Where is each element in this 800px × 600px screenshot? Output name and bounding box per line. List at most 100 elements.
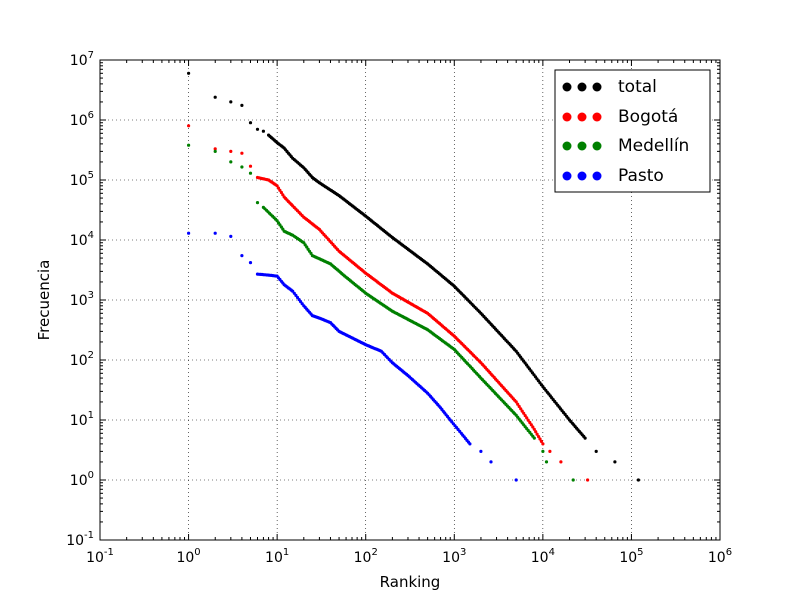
data-point xyxy=(538,437,542,441)
data-point xyxy=(544,460,549,464)
data-point xyxy=(468,442,472,446)
legend-marker xyxy=(592,112,602,122)
x-tick-label: 100 xyxy=(176,547,200,566)
legend-marker xyxy=(577,82,587,92)
data-point xyxy=(532,427,536,431)
legend-marker xyxy=(562,82,572,92)
data-point xyxy=(541,449,545,453)
legend-marker xyxy=(562,112,572,122)
data-point xyxy=(229,149,233,153)
legend-marker xyxy=(577,171,587,181)
data-point xyxy=(213,149,217,153)
data-point xyxy=(248,121,253,125)
data-point xyxy=(248,164,253,168)
data-point xyxy=(261,129,265,133)
x-tick-label: 106 xyxy=(708,547,732,566)
data-point xyxy=(586,478,590,482)
axis-ticks xyxy=(99,59,721,541)
data-point xyxy=(517,404,521,409)
y-axis-label: Frecuencia xyxy=(35,260,53,341)
x-tick-label: 104 xyxy=(531,547,555,566)
data-point xyxy=(535,432,539,436)
data-point xyxy=(240,151,244,155)
data-point xyxy=(583,436,587,440)
data-point xyxy=(255,201,260,205)
series-2 xyxy=(187,143,575,482)
x-tick-label: 10-1 xyxy=(86,547,114,566)
y-tick-label: 107 xyxy=(70,50,94,69)
data-point xyxy=(529,423,533,427)
data-point xyxy=(187,71,191,75)
y-tick-label: 105 xyxy=(70,170,94,189)
y-tick-label: 103 xyxy=(70,290,94,309)
legend-marker xyxy=(562,171,572,181)
data-point xyxy=(248,171,253,175)
data-point xyxy=(187,143,191,147)
data-point xyxy=(275,184,279,188)
data-point xyxy=(523,414,527,418)
legend-marker xyxy=(562,141,572,151)
data-point xyxy=(240,254,244,258)
series-1 xyxy=(187,124,590,482)
legend-markers xyxy=(562,82,602,181)
legend: total Bogotá Medellín Pasto xyxy=(554,69,711,193)
data-point xyxy=(489,460,493,464)
data-point xyxy=(229,234,233,238)
y-tick-label: 100 xyxy=(70,470,94,489)
data-point xyxy=(526,418,530,422)
y-tick-label: 106 xyxy=(70,110,94,129)
data-point xyxy=(187,231,191,235)
x-tick-label: 101 xyxy=(265,547,289,566)
data-point xyxy=(213,231,217,235)
legend-marker xyxy=(592,141,602,151)
data-point xyxy=(522,411,526,415)
data-point xyxy=(229,100,233,104)
series-3 xyxy=(187,231,518,482)
data-point xyxy=(514,400,518,404)
data-point xyxy=(519,407,523,411)
data-point xyxy=(255,127,260,131)
data-point xyxy=(571,478,575,482)
data-point xyxy=(613,460,617,464)
legend-label-medellin: Medellín xyxy=(618,136,689,156)
data-point xyxy=(636,478,641,482)
legend-label-total: total xyxy=(618,77,657,97)
data-point xyxy=(594,449,598,453)
data-point xyxy=(559,460,563,464)
data-point xyxy=(229,160,233,164)
data-point xyxy=(548,449,552,453)
data-point xyxy=(514,478,518,482)
data-point xyxy=(539,439,544,443)
legend-marker xyxy=(577,141,587,151)
legend-marker xyxy=(592,171,602,181)
y-tick-label: 102 xyxy=(70,350,94,369)
legend-label-pasto: Pasto xyxy=(618,166,664,186)
data-point xyxy=(248,261,253,265)
x-tick-label: 102 xyxy=(354,547,378,566)
x-tick-label: 103 xyxy=(442,547,466,566)
data-point xyxy=(541,442,545,446)
data-point xyxy=(525,416,529,420)
data-point xyxy=(537,435,541,439)
legend-marker xyxy=(577,112,587,122)
data-point xyxy=(534,430,538,434)
y-tick-label: 104 xyxy=(70,230,94,249)
data-point xyxy=(187,124,191,128)
data-point xyxy=(516,402,520,406)
data-point xyxy=(279,190,283,195)
y-tick-label: 101 xyxy=(70,410,94,429)
data-point xyxy=(240,165,244,169)
plot-data xyxy=(187,71,641,482)
x-axis-label: Ranking xyxy=(380,573,441,591)
series-0 xyxy=(187,71,641,482)
data-point xyxy=(213,95,217,99)
data-point xyxy=(240,103,244,107)
y-tick-label: 10-1 xyxy=(66,530,94,549)
data-point xyxy=(532,436,536,440)
data-point xyxy=(479,449,483,453)
data-point xyxy=(531,425,535,429)
data-point xyxy=(213,147,217,151)
x-tick-label: 105 xyxy=(619,547,643,566)
legend-marker xyxy=(592,82,602,92)
